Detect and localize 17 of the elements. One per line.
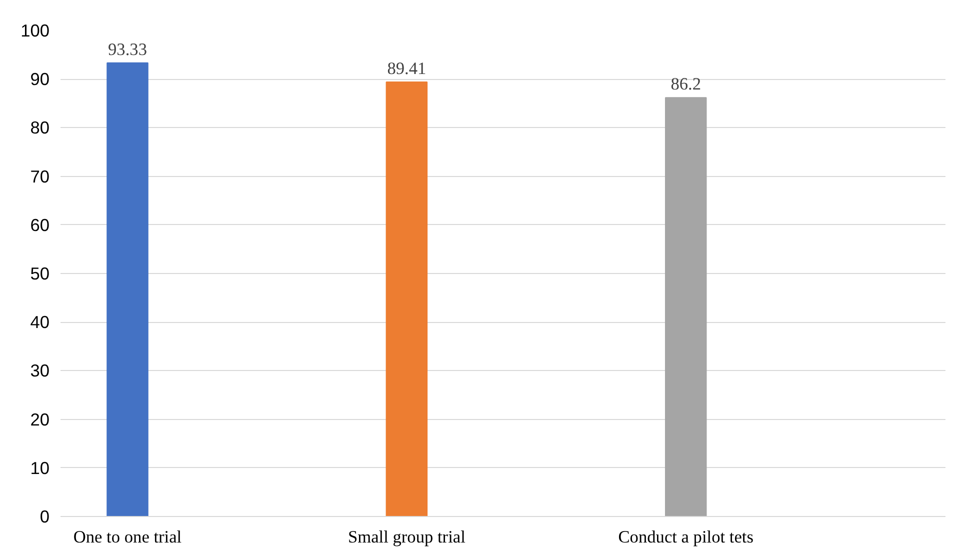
data-label: 93.33 [108,40,148,59]
data-label: 86.2 [670,74,702,94]
y-tick-label: 50 [30,264,50,284]
data-label: 89.41 [387,58,426,78]
y-tick-label: 0 [40,506,50,526]
y-tick-label: 70 [30,166,50,186]
x-tick-label: One to one trial [73,528,182,546]
y-tick-label: 40 [30,312,50,332]
y-tick-label: 80 [30,118,50,138]
y-tick-label: 20 [30,409,50,430]
y-tick-label: 90 [30,69,50,90]
y-tick-label: 100 [20,20,50,40]
x-tick-label: Conduct a pilot tets [618,528,754,546]
y-tick-label: 30 [30,360,50,381]
y-tick-label: 60 [30,214,50,235]
y-tick-label: 10 [30,458,50,478]
x-tick-label: Small group trial [348,528,466,546]
